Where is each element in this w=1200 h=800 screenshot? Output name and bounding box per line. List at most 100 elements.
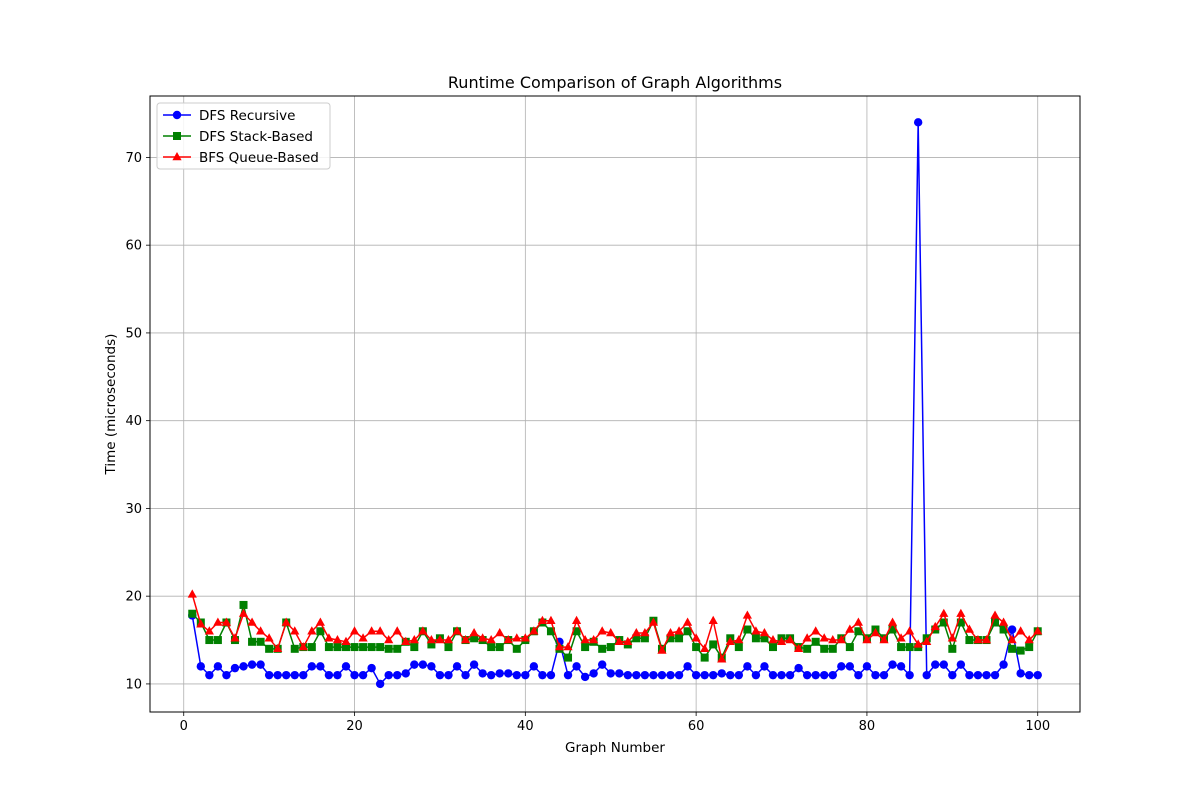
data-point-dfs-stack-based bbox=[333, 643, 342, 652]
data-point-dfs-recursive bbox=[469, 660, 479, 669]
data-point-dfs-stack-based bbox=[248, 637, 257, 646]
x-axis-title: Graph Number bbox=[565, 740, 665, 756]
data-point-bfs-queue-based bbox=[392, 626, 402, 635]
data-point-bfs-queue-based bbox=[682, 617, 693, 626]
data-point-dfs-stack-based bbox=[213, 636, 222, 645]
data-point-bfs-queue-based bbox=[597, 626, 607, 635]
data-point-bfs-queue-based bbox=[409, 635, 419, 644]
data-point-dfs-recursive bbox=[333, 670, 342, 680]
axes: 0 20 40 60 80 100 10 20 30 40 50 60 70 bbox=[125, 151, 1050, 734]
data-point-bfs-queue-based bbox=[717, 654, 727, 663]
data-point-bfs-queue-based bbox=[537, 615, 548, 624]
data-point-dfs-stack-based bbox=[897, 643, 906, 652]
data-point-dfs-stack-based bbox=[845, 643, 854, 652]
data-point-bfs-queue-based bbox=[230, 633, 240, 642]
data-point-bfs-queue-based bbox=[290, 626, 300, 635]
data-point-bfs-queue-based bbox=[802, 633, 812, 642]
data-point-dfs-recursive bbox=[478, 669, 487, 678]
data-point-dfs-stack-based bbox=[324, 643, 333, 652]
x-tick-label: 60 bbox=[688, 719, 705, 734]
data-point-dfs-recursive bbox=[845, 662, 855, 671]
data-point-bfs-queue-based bbox=[691, 633, 701, 642]
data-point-bfs-queue-based bbox=[700, 643, 710, 653]
data-point-dfs-recursive bbox=[931, 660, 940, 669]
y-tick-label: 70 bbox=[125, 151, 142, 166]
data-point-dfs-recursive bbox=[794, 663, 803, 673]
data-point-dfs-recursive bbox=[751, 670, 761, 680]
data-point-bfs-queue-based bbox=[1016, 626, 1026, 635]
data-point-dfs-recursive bbox=[657, 670, 667, 680]
data-point-dfs-stack-based bbox=[760, 634, 769, 643]
data-point-dfs-recursive bbox=[777, 670, 786, 680]
y-axis-title: Time (microseconds) bbox=[103, 334, 119, 476]
data-point-dfs-stack-based bbox=[307, 643, 316, 652]
data-point-dfs-recursive bbox=[785, 670, 795, 680]
data-point-dfs-recursive bbox=[760, 662, 769, 671]
data-point-dfs-recursive bbox=[486, 670, 496, 680]
data-point-dfs-recursive bbox=[913, 118, 923, 127]
data-point-dfs-stack-based bbox=[743, 625, 752, 634]
data-point-dfs-stack-based bbox=[811, 637, 820, 646]
data-point-dfs-stack-based bbox=[572, 627, 581, 636]
data-point-dfs-recursive bbox=[948, 670, 957, 680]
legend-marker bbox=[172, 152, 182, 161]
data-point-dfs-recursive bbox=[256, 660, 265, 669]
series-line-dfs-stack-based bbox=[191, 604, 1039, 659]
data-point-dfs-recursive bbox=[905, 670, 914, 680]
data-point-bfs-queue-based bbox=[358, 633, 368, 642]
data-point-bfs-queue-based bbox=[751, 626, 761, 635]
data-point-dfs-stack-based bbox=[999, 625, 1008, 634]
data-point-dfs-stack-based bbox=[1008, 644, 1017, 653]
data-point-bfs-queue-based bbox=[281, 617, 291, 626]
data-point-bfs-queue-based bbox=[768, 635, 778, 644]
data-point-bfs-queue-based bbox=[563, 642, 573, 651]
data-point-dfs-stack-based bbox=[341, 643, 350, 652]
data-point-bfs-queue-based bbox=[870, 628, 881, 637]
data-point-bfs-queue-based bbox=[204, 626, 214, 635]
data-point-dfs-recursive bbox=[247, 660, 257, 669]
data-point-dfs-recursive bbox=[384, 670, 393, 680]
data-point-bfs-queue-based bbox=[956, 608, 966, 617]
data-point-bfs-queue-based bbox=[196, 619, 206, 628]
data-point-dfs-recursive bbox=[606, 669, 615, 678]
data-point-bfs-queue-based bbox=[435, 635, 445, 644]
data-point-dfs-recursive bbox=[324, 670, 334, 680]
data-point-dfs-recursive bbox=[341, 662, 351, 671]
data-point-bfs-queue-based bbox=[469, 628, 479, 637]
data-point-bfs-queue-based bbox=[315, 617, 325, 626]
data-point-dfs-recursive bbox=[521, 670, 530, 680]
data-point-dfs-recursive bbox=[1033, 670, 1042, 680]
data-point-dfs-recursive bbox=[375, 679, 385, 689]
data-point-bfs-queue-based bbox=[708, 615, 718, 624]
data-point-dfs-stack-based bbox=[905, 643, 914, 652]
data-point-bfs-queue-based bbox=[665, 628, 676, 637]
data-point-dfs-stack-based bbox=[581, 643, 590, 652]
data-point-bfs-queue-based bbox=[418, 626, 428, 635]
data-point-bfs-queue-based bbox=[828, 635, 838, 644]
data-point-dfs-recursive bbox=[589, 669, 598, 678]
data-point-dfs-stack-based bbox=[410, 643, 419, 652]
data-point-dfs-stack-based bbox=[666, 634, 675, 643]
grid bbox=[150, 96, 1080, 712]
data-point-dfs-recursive bbox=[264, 670, 274, 680]
y-tick-label: 10 bbox=[125, 677, 142, 692]
y-tick-label: 20 bbox=[125, 590, 142, 605]
data-point-bfs-queue-based bbox=[811, 626, 821, 635]
data-point-dfs-recursive bbox=[367, 663, 376, 673]
data-point-bfs-queue-based bbox=[674, 626, 684, 635]
data-point-dfs-recursive bbox=[717, 669, 726, 678]
data-point-dfs-recursive bbox=[597, 660, 607, 669]
data-point-dfs-recursive bbox=[230, 663, 240, 673]
data-point-dfs-recursive bbox=[726, 670, 735, 680]
data-point-bfs-queue-based bbox=[845, 624, 855, 633]
data-point-dfs-stack-based bbox=[640, 634, 649, 643]
data-point-dfs-recursive bbox=[299, 670, 308, 680]
data-point-dfs-recursive bbox=[828, 670, 837, 680]
legend-item-dfs-recursive: DFS Recursive bbox=[163, 108, 295, 124]
data-point-dfs-stack-based bbox=[470, 634, 479, 643]
data-point-bfs-queue-based bbox=[725, 636, 735, 646]
data-point-dfs-recursive bbox=[401, 669, 410, 678]
data-point-dfs-stack-based bbox=[393, 644, 402, 653]
data-point-dfs-recursive bbox=[196, 662, 206, 671]
data-point-dfs-recursive bbox=[504, 669, 513, 678]
